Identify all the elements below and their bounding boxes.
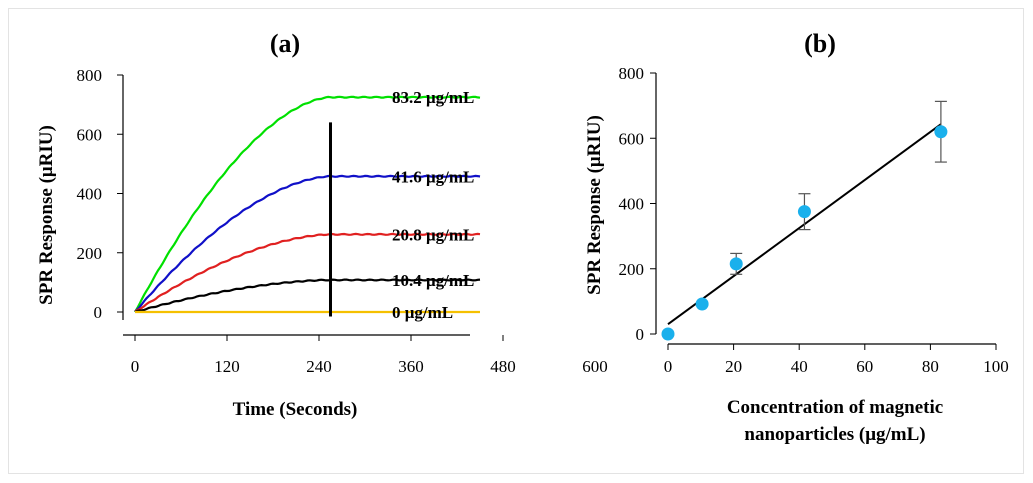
- panel-a-series-line-2: [134, 232, 481, 313]
- panel-a-series-label: 0 μg/mL: [392, 303, 453, 322]
- panel-b-data-point: [934, 125, 948, 139]
- panel-b-title: (b): [804, 29, 836, 58]
- panel-a-x-tick-label: 360: [398, 357, 424, 376]
- panel-a-x-tick-label: 240: [306, 357, 332, 376]
- panel-a-series-line-0: [134, 95, 481, 313]
- panel-a-series-label: 20.8 μg/mL: [392, 225, 474, 244]
- panel-b-y-tick-label: 400: [619, 195, 645, 214]
- panel-b-x-tick-label: 20: [725, 357, 742, 376]
- panel-b-y-tick-label: 600: [619, 129, 645, 148]
- panel-b-x-tick-label: 100: [983, 357, 1009, 376]
- panel-b-y-ticks: 0 200 400 600 800: [619, 64, 656, 344]
- panel-b-x-tick-label: 0: [664, 357, 673, 376]
- panel-a-y-tick-label: 400: [77, 185, 103, 204]
- panel-b-y-tick-label: 800: [619, 64, 645, 83]
- panel-b: (b) 0 200 400 600 800 0 20 40 60 80 100 Concentra…: [584, 29, 1009, 445]
- panel-b-data-point: [695, 297, 709, 311]
- panel-a-series-line-3: [134, 278, 481, 313]
- panel-b-x-axis-title-line2: nanoparticles (μg/mL): [744, 424, 925, 445]
- panel-b-data-point: [797, 205, 811, 219]
- panel-a-series-label: 41.6 μg/mL: [392, 167, 474, 186]
- panel-b-x-tick-label: 60: [856, 357, 873, 376]
- panel-a-x-tick-label: 0: [131, 357, 140, 376]
- panel-a-y-tick-label: 800: [77, 66, 103, 85]
- panel-a-series-labels: 83.2 μg/mL 41.6 μg/mL 20.8 μg/mL 10.4 μg/mL…: [392, 88, 474, 322]
- panel-a: (a) 0 200 400 600 800 0 120 240 360 480 600 83.2 …: [36, 29, 608, 420]
- panel-a-y-tick-label: 0: [94, 303, 103, 322]
- panel-a-series-line-1: [134, 174, 481, 313]
- panel-a-title: (a): [270, 29, 300, 58]
- panel-a-y-axis-title: SPR Response (μRIU): [36, 125, 57, 305]
- panel-b-data-point: [729, 257, 743, 271]
- panel-b-x-tick-label: 40: [791, 357, 808, 376]
- panel-b-x-tick-label: 80: [922, 357, 939, 376]
- panel-b-y-tick-label: 0: [636, 325, 645, 344]
- panel-a-x-ticks: 0 120 240 360 480 600: [131, 335, 608, 376]
- panel-b-points: [661, 100, 948, 341]
- panel-a-y-ticks: 0 200 400 600 800: [77, 66, 123, 322]
- panel-b-y-tick-label: 200: [619, 260, 645, 279]
- panel-a-series-label: 10.4 μg/mL: [392, 271, 474, 290]
- panel-b-data-point: [661, 327, 675, 341]
- panel-a-x-axis-title: Time (Seconds): [233, 399, 358, 420]
- panel-a-x-tick-label: 120: [214, 357, 240, 376]
- panel-b-y-axis-title: SPR Response (μRIU): [584, 115, 605, 295]
- panel-b-x-ticks: 0 20 40 60 80 100: [664, 344, 1009, 376]
- panel-a-x-tick-label: 480: [490, 357, 516, 376]
- panel-a-y-tick-label: 200: [77, 244, 103, 263]
- panel-a-y-tick-label: 600: [77, 125, 103, 144]
- panel-a-axes: [122, 75, 470, 336]
- panel-a-x-tick-label: 600: [582, 357, 608, 376]
- panel-a-series-label: 83.2 μg/mL: [392, 88, 474, 107]
- panel-a-series: [134, 95, 481, 317]
- panel-b-x-axis-title-line1: Concentration of magnetic: [727, 397, 943, 418]
